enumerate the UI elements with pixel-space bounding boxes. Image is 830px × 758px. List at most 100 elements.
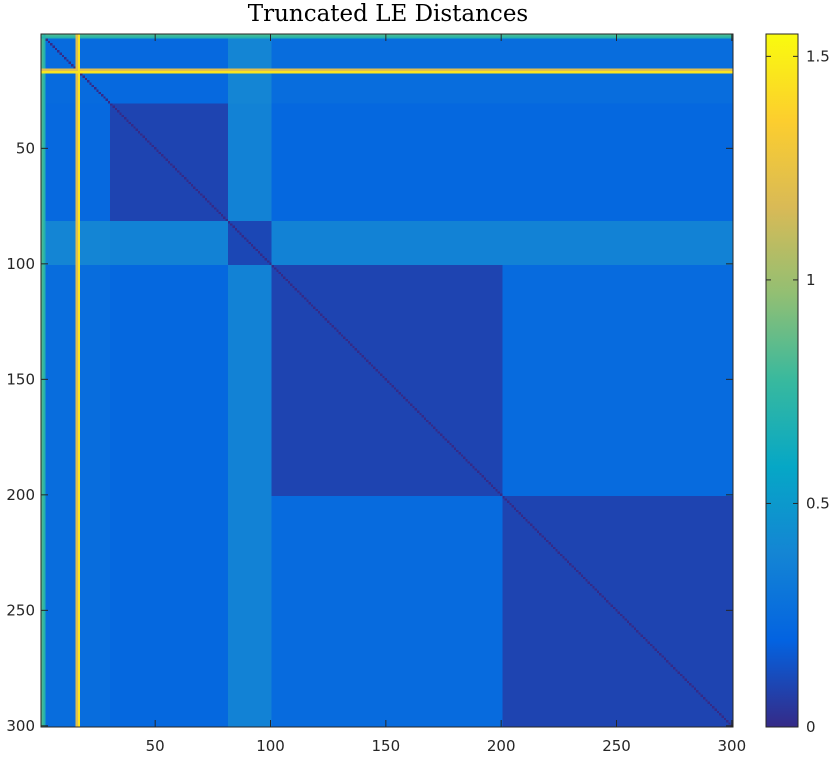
heatmap-diagonal-cell: [160, 154, 164, 157]
heatmap-diagonal-cell: [583, 576, 586, 580]
heatmap-diagonal-cell: [140, 133, 143, 136]
heatmap-diagonal-cell: [306, 299, 309, 302]
heatmap-diagonal-cell: [283, 276, 286, 279]
heatmap-diagonal-cell: [615, 609, 618, 612]
heatmap-diagonal-cell: [523, 516, 526, 520]
heatmap-diagonal-cell: [541, 535, 544, 538]
heatmap-diagonal-cell: [543, 537, 547, 540]
heatmap-diagonal-cell: [179, 172, 182, 175]
heatmap-diagonal-cell: [396, 389, 399, 393]
heatmap-diagonal-cell: [292, 285, 295, 289]
heatmap-block-E-C: [227, 496, 272, 727]
y-tick-label: 300: [6, 717, 35, 735]
heatmap-diagonal-cell: [673, 666, 676, 670]
heatmap-diagonal-cell: [626, 620, 630, 624]
heatmap-diagonal-cell: [70, 64, 74, 67]
heatmap-diagonal-cell: [647, 641, 650, 644]
heatmap-diagonal-cell: [317, 311, 321, 314]
heatmap-diagonal-cell: [174, 167, 178, 171]
heatmap-diagonal-cell: [684, 678, 687, 681]
heatmap-diagonal-cell: [490, 484, 494, 487]
heatmap-diagonal-cell: [421, 415, 424, 418]
heatmap-diagonal-cell: [606, 599, 609, 603]
heatmap-diagonal-cell: [343, 336, 346, 339]
heatmap-diagonal-cell: [96, 89, 99, 92]
heatmap-diagonal-cell: [670, 664, 674, 667]
heatmap-diagonal-cell: [336, 329, 339, 332]
heatmap-diagonal-cell: [227, 221, 231, 224]
heatmap-diagonal-cell: [460, 454, 464, 457]
heatmap-diagonal-cell: [668, 662, 671, 665]
heatmap-diagonal-cell: [599, 593, 602, 596]
heatmap-diagonal-cell: [472, 465, 475, 469]
heatmap-diagonal-cell: [89, 82, 92, 85]
heatmap-diagonal-cell: [177, 170, 180, 173]
heatmap-diagonal-cell: [299, 292, 302, 296]
heatmap-diagonal-cell: [532, 526, 535, 529]
heatmap-diagonal-cell: [273, 267, 277, 270]
heatmap-diagonal-cell: [257, 251, 261, 254]
heatmap-diagonal-cell: [675, 669, 678, 672]
heatmap-diagonal-cell: [585, 579, 588, 582]
heatmap-diagonal-cell: [382, 375, 385, 379]
heatmap-diagonal-cell: [608, 602, 611, 605]
heatmap-diagonal-cell: [403, 396, 406, 399]
heatmap-diagonal-cell: [107, 100, 111, 104]
heatmap-diagonal-cell: [243, 237, 247, 240]
heatmap-diagonal-cell: [280, 274, 284, 277]
heatmap-diagonal-cell: [137, 131, 141, 134]
heatmap-diagonal-cell: [444, 438, 447, 441]
heatmap-diagonal-cell: [661, 655, 664, 658]
heatmap-diagonal-cell: [327, 320, 330, 323]
heatmap-diagonal-cell: [181, 174, 185, 178]
heatmap-diagonal-cell: [728, 722, 731, 725]
heatmap-diagonal-cell: [573, 567, 577, 570]
heatmap-diagonal-cell: [398, 392, 401, 395]
heatmap-diagonal-cell: [287, 281, 291, 284]
heatmap-diagonal-cell: [576, 569, 579, 573]
heatmap-diagonal-cell: [553, 546, 556, 550]
heatmap-diagonal-cell: [571, 565, 574, 568]
heatmap-diagonal-cell: [264, 258, 268, 261]
heatmap-block-D-E: [502, 265, 733, 496]
heatmap-diagonal-cell: [712, 706, 715, 709]
heatmap-diagonal-cell: [393, 387, 397, 390]
heatmap-diagonal-cell: [64, 57, 67, 60]
x-tick-label: 100: [256, 737, 285, 755]
heatmap-diagonal-cell: [495, 489, 498, 492]
heatmap-diagonal-cell: [686, 680, 690, 684]
heatmap-diagonal-cell: [433, 426, 436, 430]
heatmap-diagonal-cell: [566, 560, 570, 563]
heatmap-diagonal-cell: [110, 103, 113, 106]
heatmap-diagonal-cell: [723, 717, 727, 721]
heatmap-diagonal-cell: [144, 137, 148, 141]
plot-frame: [40, 33, 734, 728]
heatmap-diagonal-cell: [633, 627, 637, 630]
heatmap-diagonal-cell: [613, 606, 616, 610]
heatmap-diagonal-cell: [50, 43, 53, 46]
heatmap-diagonal-cell: [481, 475, 484, 478]
heatmap-diagonal-cell: [488, 482, 491, 485]
heatmap-diagonal-cell: [359, 352, 362, 356]
heatmap-diagonal-cell: [589, 583, 593, 587]
heatmap-diagonal-cell: [103, 96, 106, 99]
heatmap-diagonal-cell: [271, 265, 274, 268]
heatmap-diagonal-cell: [721, 715, 724, 718]
heatmap-diagonal-cell: [186, 179, 189, 182]
heatmap-diagonal-cell: [340, 334, 344, 337]
heatmap-diagonal-cell: [188, 181, 191, 185]
heatmap-diagonal-cell: [211, 204, 214, 208]
colorbar-tick-label: 1: [806, 271, 816, 289]
heatmap-diagonal-cell: [54, 47, 58, 51]
heatmap-diagonal-cell: [363, 357, 367, 360]
heatmap-diagonal-cell: [619, 613, 623, 617]
heatmap-diagonal-cell: [698, 692, 701, 695]
heatmap-diagonal-cell: [493, 486, 496, 490]
heatmap-diagonal-cell: [285, 278, 288, 282]
heatmap-diagonal-cell: [52, 45, 55, 48]
heatmap-diagonal-cell: [707, 701, 710, 704]
heatmap-diagonal-cell: [527, 521, 531, 524]
heatmap-diagonal-cell: [147, 140, 150, 143]
heatmap-diagonal-cell: [204, 198, 208, 201]
heatmap-diagonal-cell: [640, 634, 644, 637]
